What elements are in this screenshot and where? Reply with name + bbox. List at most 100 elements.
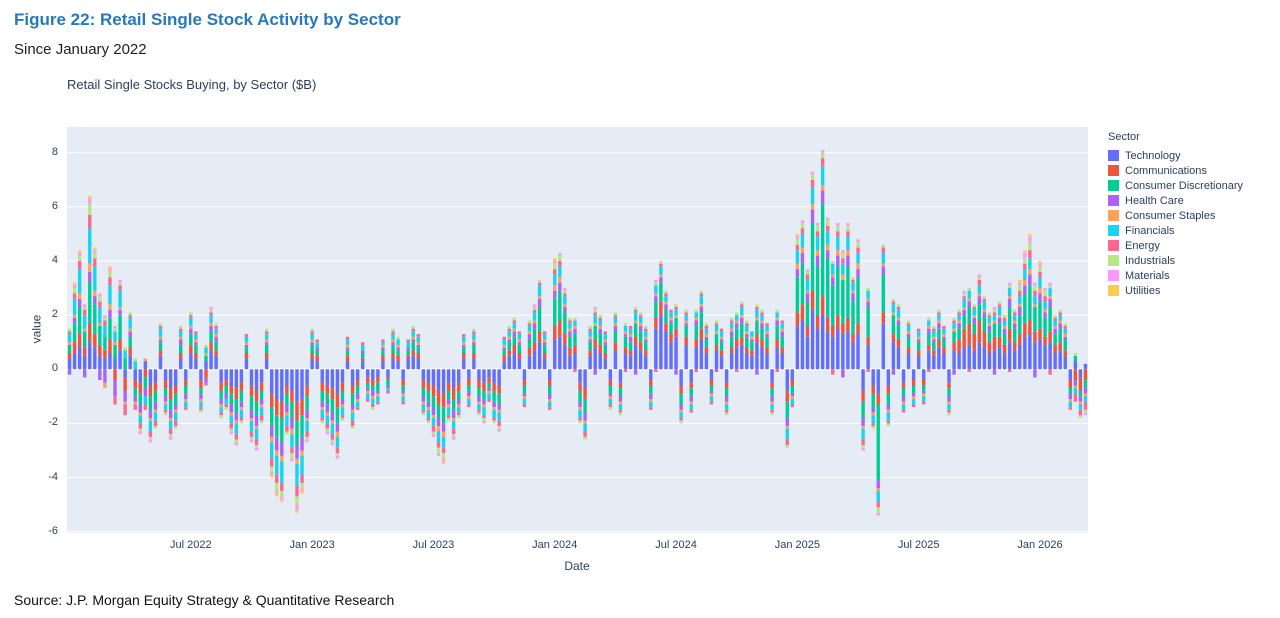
bar-segment	[1002, 353, 1007, 370]
bar-segment	[219, 415, 223, 418]
bar-segment	[72, 298, 77, 316]
bar-segment	[386, 385, 390, 389]
bar-segment	[765, 353, 769, 370]
bar-segment	[72, 315, 77, 318]
bar-segment	[623, 334, 628, 337]
bar-segment	[851, 277, 855, 280]
bar-segment	[548, 401, 552, 408]
bar-segment	[947, 412, 951, 416]
legend-item-label: Materials	[1125, 269, 1170, 282]
bar-segment	[290, 434, 294, 448]
bar-segment	[719, 331, 724, 337]
bar-segment	[618, 369, 623, 383]
bar-segment	[462, 347, 466, 353]
bar-segment	[654, 301, 658, 318]
bar-segment	[264, 334, 269, 340]
bar-segment	[836, 236, 840, 251]
bar-segment	[219, 407, 223, 413]
bar-segment	[851, 290, 855, 294]
bar-segment	[654, 293, 658, 297]
bar-segment	[259, 399, 264, 405]
bar-segment	[911, 399, 916, 405]
bar-segment	[937, 339, 941, 348]
bar-segment	[664, 290, 668, 294]
bar-segment	[340, 407, 345, 416]
bar-segment	[729, 353, 734, 370]
bar-segment	[340, 417, 345, 421]
bar-segment	[1018, 285, 1022, 291]
bar-segment	[679, 409, 683, 413]
bar-segment	[932, 325, 936, 329]
bar-segment	[446, 382, 451, 391]
bar-segment	[962, 306, 966, 310]
bar-segment	[330, 388, 335, 400]
bar-segment	[659, 266, 663, 275]
bar-segment	[421, 396, 426, 402]
bar-segment	[593, 306, 597, 310]
bar-segment	[457, 390, 461, 400]
bar-segment	[1028, 258, 1032, 270]
bar-segment	[527, 355, 532, 370]
bar-segment	[967, 369, 971, 372]
bar-segment	[588, 331, 592, 337]
bar-segment	[876, 404, 880, 481]
bar-segment	[143, 396, 148, 405]
bar-segment	[916, 328, 921, 332]
bar-segment	[694, 309, 698, 313]
bar-segment	[856, 242, 860, 248]
bar-segment	[684, 323, 688, 326]
bar-segment	[573, 317, 577, 321]
legend-item-label: Financials	[1125, 224, 1175, 237]
bar-segment	[1043, 301, 1047, 310]
bar-segment	[972, 323, 976, 335]
bar-segment	[598, 334, 602, 345]
bar-segment	[290, 417, 294, 429]
bar-segment	[1068, 407, 1073, 410]
bar-segment	[179, 358, 183, 370]
bar-segment	[735, 328, 739, 340]
bar-segment	[259, 407, 264, 416]
bar-segment	[290, 390, 294, 402]
bar-segment	[67, 334, 72, 343]
bar-segment	[522, 380, 527, 386]
bar-segment	[477, 412, 481, 416]
bar-segment	[441, 436, 446, 448]
bar-segment	[446, 369, 451, 383]
source-note: Source: J.P. Morgan Equity Strategy & Qu…	[14, 592, 395, 608]
bar-segment	[588, 328, 592, 332]
bar-segment	[209, 323, 213, 326]
bar-segment	[765, 347, 769, 353]
bar-segment	[1018, 334, 1022, 345]
bar-segment	[573, 334, 577, 345]
bar-segment	[93, 296, 97, 305]
bar-segment	[957, 320, 961, 324]
bar-segment	[295, 420, 299, 446]
bar-segment	[249, 369, 254, 386]
bar-segment	[588, 325, 592, 329]
bar-segment	[765, 325, 769, 332]
bar-segment	[977, 296, 982, 305]
bar-segment	[532, 309, 537, 313]
bar-segment	[118, 285, 122, 291]
bar-segment	[704, 325, 709, 329]
bar-segment	[911, 393, 916, 397]
bar-segment	[740, 304, 744, 307]
bar-segment	[1078, 409, 1083, 416]
bar-segment	[522, 399, 527, 405]
bar-segment	[633, 323, 638, 337]
bar-segment	[295, 504, 299, 510]
bar-segment	[467, 399, 471, 405]
bar-segment	[750, 336, 754, 340]
bar-segment	[254, 447, 259, 451]
bar-segment	[623, 347, 628, 353]
bar-segment	[684, 344, 688, 370]
bar-segment	[694, 312, 698, 318]
bar-segment	[396, 350, 400, 356]
bar-segment	[143, 358, 148, 362]
bar-segment	[891, 334, 896, 343]
bar-segment	[638, 312, 643, 316]
bar-segment	[633, 336, 638, 345]
bar-segment	[512, 331, 517, 337]
bar-segment	[103, 336, 107, 351]
bar-segment	[927, 320, 931, 326]
